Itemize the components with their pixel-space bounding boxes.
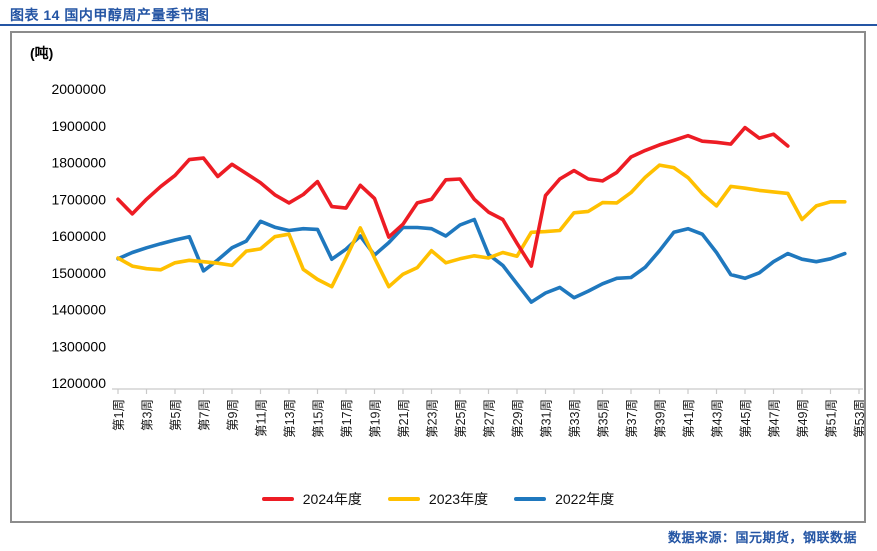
x-axis-tick-label: 第21周 (397, 399, 411, 438)
x-axis-tick-label: 第1周 (112, 399, 126, 431)
x-axis-tick-label: 第49周 (796, 399, 810, 438)
x-axis-tick-label: 第23周 (426, 399, 440, 438)
series-line-2022 (116, 217, 847, 304)
x-axis-tick-label: 第27周 (483, 399, 497, 438)
report-title-bar: 图表 14 国内甲醇周产量季节图 (0, 0, 877, 26)
legend-item-2024: 2024年度 (261, 489, 362, 509)
y-axis-tick-label: 1900000 (51, 118, 106, 134)
y-axis-tick-label: 2000000 (51, 81, 106, 97)
x-axis-tick-label: 第41周 (682, 399, 696, 438)
x-axis-tick-label: 第19周 (369, 399, 383, 438)
y-axis-tick-label: 1200000 (51, 375, 106, 391)
x-axis-tick-label: 第7周 (198, 399, 212, 431)
chart-legend: 2024年度 2023年度 2022年度 (12, 489, 864, 509)
x-axis-tick-label: 第37周 (625, 399, 639, 438)
legend-swatch-2024 (261, 497, 294, 501)
series-line-2023 (116, 163, 847, 289)
x-axis-tick-label: 第45周 (739, 399, 753, 438)
legend-label-2022: 2022年度 (555, 491, 615, 507)
y-axis-tick-label: 1600000 (51, 228, 106, 244)
y-axis-unit-label: (吨) (30, 45, 54, 61)
legend-label-2023: 2023年度 (428, 491, 489, 507)
chart-frame: (吨) 2000000 1900000 1800000 1700000 1600000 1… (10, 31, 866, 523)
y-axis-tick-label: 1400000 (51, 302, 106, 318)
x-axis-tick-label: 第53周 (853, 399, 864, 438)
x-axis-tick-label: 第43周 (711, 399, 725, 438)
legend-item-2022: 2022年度 (514, 489, 614, 509)
x-axis-tick-label: 第11周 (255, 399, 269, 437)
x-axis-tick-label: 第5周 (169, 399, 183, 431)
y-axis-tick-label: 1800000 (51, 155, 106, 171)
legend-label-2024: 2024年度 (302, 491, 362, 507)
x-axis-tick-label: 第33周 (568, 399, 582, 438)
x-axis-tick-label: 第25周 (454, 399, 468, 438)
x-axis-tick-label: 第51周 (825, 399, 839, 438)
x-axis-tick-label: 第31周 (540, 399, 554, 438)
x-axis-tick-label: 第15周 (312, 399, 326, 438)
y-axis-tick-label: 1700000 (51, 191, 106, 207)
legend-swatch-2022 (514, 497, 547, 501)
x-axis-tick-label: 第29周 (511, 399, 525, 438)
x-axis-tick-label: 第9周 (226, 399, 240, 431)
x-axis-tick-label: 第17周 (340, 399, 354, 438)
x-axis-tick-label: 第39周 (654, 399, 668, 438)
x-axis-tick-label: 第3周 (141, 399, 155, 431)
y-axis-tick-label: 1500000 (51, 265, 106, 281)
y-axis-tick-label: 1300000 (51, 338, 106, 354)
legend-swatch-2023 (387, 497, 420, 501)
x-axis-tick-label: 第13周 (283, 399, 297, 438)
x-axis-tick-label: 第35周 (597, 399, 611, 438)
legend-item-2023: 2023年度 (387, 489, 489, 509)
page-title: 图表 14 国内甲醇周产量季节图 (10, 7, 210, 23)
x-axis-tick-label: 第47周 (768, 399, 782, 438)
data-source-note: 数据来源：国元期货，钢联数据 (667, 530, 857, 545)
series-line-2024 (116, 125, 790, 268)
seasonal-line-chart: 2000000 1900000 1800000 1700000 1600000 15000… (51, 81, 864, 438)
